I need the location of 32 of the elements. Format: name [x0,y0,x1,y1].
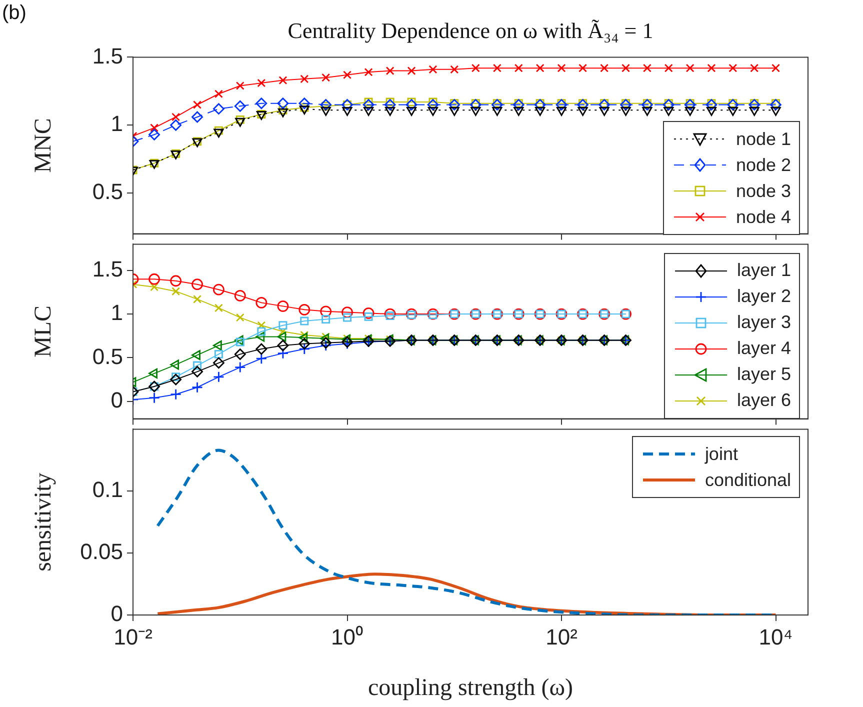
y-tick-label: 0.1 [92,477,123,502]
legend-label: layer 4 [736,338,791,359]
y-tick-label: 0.5 [92,179,123,204]
legend-label: node 2 [736,154,791,176]
legend-label: layer 5 [736,364,791,385]
y-tick-label: 0 [110,601,123,626]
y-tick-label: 1.5 [92,43,123,68]
x-tick-label: 10⁴ [758,624,793,650]
legend-label: layer 6 [736,390,791,411]
y-axis-title: sensitivity [30,472,57,572]
legend-label: joint [704,444,738,464]
x-tick-label: 10⁰ [331,624,364,650]
y-tick-label: 0.5 [92,344,123,369]
legend-label: layer 3 [736,312,791,333]
y-tick-label: 1 [110,111,123,136]
chart-title: Centrality Dependence on ω with Ã₃₄ = 1 [286,18,654,44]
legend-label: layer 2 [736,286,791,307]
y-tick-label: 1 [110,300,123,326]
y-axis-title: MLC [30,305,57,358]
legend-label: node 1 [736,128,791,150]
legend-label: node 4 [736,206,791,228]
y-tick-label: 1.5 [92,256,123,282]
x-axis-title: coupling strength (ω) [368,674,574,701]
y-tick-label: 0 [110,387,123,412]
legend-label: layer 1 [736,260,791,281]
y-axis-title: MNC [30,118,57,173]
text: (b) [2,2,26,25]
legend-label: conditional [704,470,791,490]
x-tick-label: 10⁻² [114,624,152,650]
legend-label: node 3 [736,180,791,202]
x-tick-label: 10² [546,624,578,650]
y-tick-label: 0.05 [80,539,123,564]
